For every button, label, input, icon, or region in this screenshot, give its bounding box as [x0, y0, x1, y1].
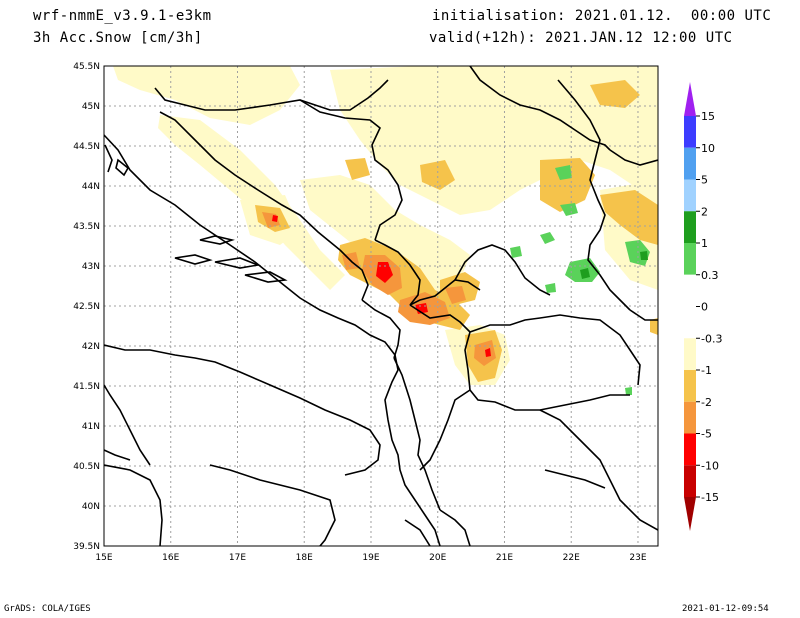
- axis-labels: 45.5N 45N 44.5N 44N 43.5N 43N 42.5N 42N 41.5N 41N…: [73, 62, 647, 563]
- legend-label: -5: [701, 428, 712, 441]
- legend-swatch: [684, 370, 696, 402]
- legend-label: 10: [701, 142, 715, 155]
- legend-label: -2: [701, 396, 712, 409]
- legend-label: 15: [701, 110, 715, 123]
- legend-label: -1: [701, 364, 712, 377]
- legend-swatch: [684, 211, 696, 243]
- lon-tick-label: 20E: [429, 553, 446, 563]
- legend-label: 0.3: [701, 269, 719, 282]
- lat-tick-label: 45N: [82, 102, 100, 112]
- lon-tick-label: 16E: [162, 553, 179, 563]
- lat-tick-label: 44N: [82, 182, 100, 192]
- legend-swatch: [684, 433, 696, 466]
- legend-swatch: [684, 274, 696, 307]
- lon-tick-label: 21E: [496, 553, 513, 563]
- lon-tick-label: 22E: [563, 553, 580, 563]
- lat-tick-label: 43N: [82, 262, 100, 272]
- legend-swatch: [684, 338, 696, 370]
- lat-tick-label: 45.5N: [73, 62, 100, 72]
- lat-tick-label: 44.5N: [73, 142, 100, 152]
- map-frame: [103, 65, 659, 547]
- lon-tick-label: 19E: [362, 553, 379, 563]
- model-title: wrf-nmmE_v3.9.1-e3km: [33, 8, 212, 24]
- legend-swatch: [684, 243, 696, 275]
- lat-tick-label: 42N: [82, 342, 100, 352]
- legend-label: -0.3: [701, 332, 722, 345]
- lon-tick-label: 17E: [229, 553, 246, 563]
- legend-label: 1: [701, 237, 708, 250]
- legend-top-arrow: [684, 82, 696, 116]
- variable-title: 3h Acc.Snow [cm/3h]: [33, 30, 203, 46]
- lon-tick-label: 18E: [296, 553, 313, 563]
- legend-label: 5: [701, 174, 708, 187]
- lat-tick-label: 43.5N: [73, 222, 100, 232]
- legend-label: 0: [701, 301, 708, 314]
- legend-swatch: [684, 401, 696, 434]
- lat-tick-label: 40N: [82, 502, 100, 512]
- legend-swatch: [684, 465, 696, 497]
- lon-tick-label: 23E: [629, 553, 646, 563]
- snow-fields: [113, 66, 658, 395]
- lat-tick-label: 40.5N: [73, 462, 100, 472]
- legend-label: -10: [701, 459, 719, 472]
- init-time: initialisation: 2021.01.12. 00:00 UTC: [432, 8, 772, 24]
- legend-swatch: [684, 147, 696, 180]
- lat-tick-label: 41.5N: [73, 382, 100, 392]
- lon-tick-label: 15E: [95, 553, 112, 563]
- plot-timestamp: 2021-01-12-09:54: [682, 604, 769, 614]
- legend-label: -15: [701, 491, 719, 504]
- legend-swatch: [684, 116, 696, 148]
- legend-swatch: [684, 179, 696, 212]
- color-legend: 15 10 5 2 1 0.3 0 -0.3 -1 -2 -5 -10 -15: [684, 82, 722, 531]
- lat-tick-label: 41N: [82, 422, 100, 432]
- legend-bottom-arrow: [684, 497, 696, 531]
- map-grid: [104, 66, 658, 546]
- legend-label: 2: [701, 205, 708, 218]
- legend-swatch: [684, 306, 696, 339]
- lat-tick-label: 39.5N: [73, 542, 100, 552]
- field-green-dark: [580, 251, 648, 279]
- lat-tick-label: 42.5N: [73, 302, 100, 312]
- valid-time: valid(+12h): 2021.JAN.12 12:00 UTC: [429, 30, 733, 46]
- grads-credit: GrADS: COLA/IGES: [4, 604, 91, 614]
- coastlines-borders: [104, 66, 658, 546]
